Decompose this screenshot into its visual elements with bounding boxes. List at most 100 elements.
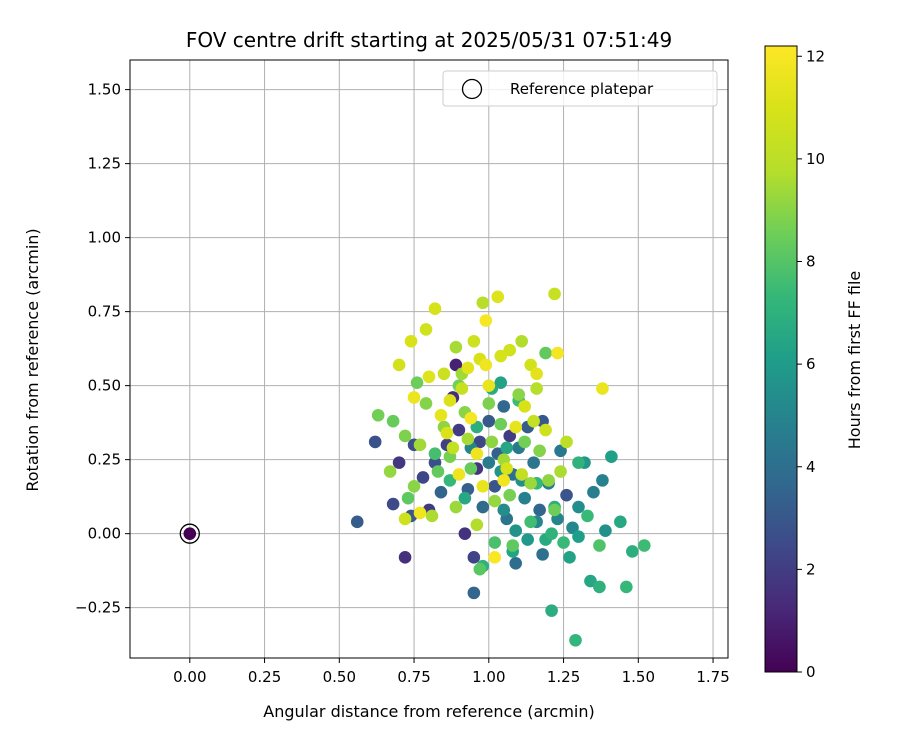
scatter-point — [539, 346, 552, 360]
scatter-point — [599, 524, 612, 538]
scatter-point — [637, 539, 651, 552]
y-tick-label: 1.00 — [88, 229, 121, 247]
scatter-point — [488, 479, 502, 493]
scatter-point — [572, 530, 585, 543]
scatter-point — [500, 462, 514, 475]
scatter-point — [467, 586, 481, 600]
scatter-point — [560, 488, 573, 502]
scatter-point — [464, 462, 478, 475]
scatter-point — [494, 417, 508, 431]
scatter-point — [509, 556, 523, 570]
scatter-point — [494, 376, 508, 389]
colorbar-tick-label: 2 — [806, 560, 816, 578]
x-tick-label: 0.25 — [248, 668, 281, 686]
legend: Reference platepar — [442, 70, 718, 107]
y-tick-label: 1.25 — [88, 155, 121, 173]
scatter-point — [554, 465, 567, 478]
colorbar-tick-label: 12 — [806, 47, 825, 65]
x-tick-label: 1.75 — [696, 668, 729, 686]
scatter-point — [482, 414, 496, 428]
scatter-point — [407, 479, 421, 493]
scatter-point — [551, 346, 564, 360]
scatter-point — [452, 423, 466, 437]
x-tick-label: 0.75 — [397, 668, 430, 686]
scatter-point — [566, 521, 579, 535]
y-tick-label: 0.00 — [88, 525, 121, 543]
scatter-point — [440, 426, 454, 440]
scatter-point — [503, 343, 517, 357]
scatter-point — [515, 334, 528, 348]
scatter-point — [545, 604, 558, 617]
scatter-point — [518, 491, 531, 505]
scatter-point — [428, 447, 442, 461]
x-tick-label: 1.00 — [472, 668, 505, 686]
scatter-point — [509, 420, 523, 434]
scatter-point — [386, 414, 400, 428]
scatter-point — [569, 633, 582, 647]
scatter-point — [443, 474, 457, 487]
scatter-point — [479, 358, 493, 372]
scatter-point — [470, 447, 484, 461]
scatter-point — [449, 358, 463, 372]
scatter-point — [542, 474, 555, 487]
scatter-point — [530, 382, 543, 395]
scatter-point — [488, 494, 502, 508]
scatter-point — [461, 432, 475, 446]
data-points — [179, 287, 651, 647]
scatter-point — [497, 503, 511, 517]
scatter-point — [449, 500, 463, 514]
y-tick-label: 0.25 — [88, 451, 121, 469]
scatter-point — [614, 515, 627, 529]
scatter-point — [524, 477, 537, 490]
scatter-point — [452, 468, 466, 481]
legend-marker-ring — [461, 78, 483, 100]
scatter-point — [476, 500, 490, 514]
y-tick-label: 1.50 — [88, 81, 121, 99]
scatter-point — [476, 296, 490, 310]
x-tick-label: 0.00 — [173, 668, 206, 686]
scatter-point — [533, 444, 546, 458]
scatter-point — [488, 536, 502, 549]
scatter-point — [398, 429, 412, 443]
scatter-point — [539, 423, 552, 437]
scatter-point — [527, 456, 540, 469]
colorbar-tick-label: 0 — [806, 663, 816, 681]
scatter-point — [392, 358, 406, 372]
legend-label: Reference platepar — [510, 80, 654, 98]
scatter-point — [524, 358, 537, 372]
x-axis-label: Angular distance from reference (arcmin) — [263, 702, 594, 721]
scatter-point — [443, 394, 457, 407]
scatter-point — [482, 456, 496, 469]
scatter-point — [500, 441, 514, 455]
scatter-point — [392, 456, 406, 469]
scatter-point — [470, 518, 484, 532]
scatter-point — [416, 471, 430, 484]
scatter-point — [401, 491, 415, 505]
scatter-point — [431, 465, 445, 478]
scatter-point — [449, 340, 463, 354]
scatter-point — [593, 539, 606, 552]
colorbar-tick-label: 4 — [806, 458, 816, 476]
scatter-point — [596, 474, 609, 487]
scatter-point — [524, 515, 537, 529]
scatter-point — [482, 397, 496, 410]
colorbar-tick-label: 6 — [806, 355, 816, 373]
y-tick-label: 0.75 — [88, 303, 121, 321]
plot-frame — [129, 59, 729, 659]
chart-title: FOV centre drift starting at 2025/05/31 … — [186, 28, 672, 52]
scatter-point — [446, 441, 460, 455]
scatter-point — [545, 527, 558, 540]
scatter-point — [572, 500, 585, 514]
scatter-point — [473, 435, 487, 449]
scatter-point — [461, 361, 475, 375]
scatter-point — [467, 551, 481, 564]
scatter-point — [398, 512, 412, 526]
scatter-point — [518, 435, 531, 449]
scatter-point — [419, 397, 433, 410]
scatter-point — [497, 400, 511, 413]
y-tick-label: 0.50 — [88, 377, 121, 395]
scatter-point — [458, 527, 472, 540]
scatter-point — [485, 435, 499, 449]
x-tick-label: 1.25 — [547, 668, 580, 686]
legend-box — [442, 70, 718, 107]
